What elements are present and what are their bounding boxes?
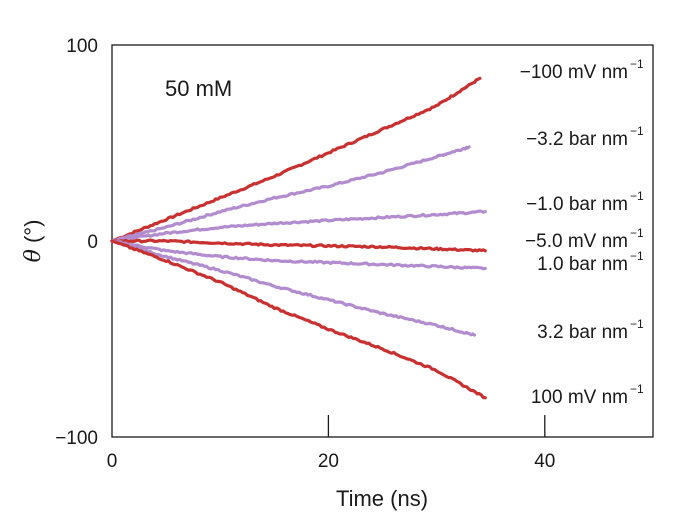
series-label-exponent: −1 (630, 382, 644, 396)
y-tick-label: 0 (87, 232, 98, 253)
series-line (110, 145, 471, 243)
series-label-exponent: −1 (630, 249, 644, 263)
y-axis-title-unit: (°) (20, 220, 45, 250)
series-label: −1.0 bar nm (526, 194, 628, 215)
series-label-exponent: −1 (630, 226, 644, 240)
series-label-exponent: −1 (630, 57, 644, 71)
series-line (110, 76, 482, 243)
y-axis-title-symbol: θ (21, 249, 46, 262)
y-tick-label: 100 (66, 36, 98, 57)
x-tick-label: 40 (534, 451, 555, 472)
series-label-exponent: −1 (630, 124, 644, 138)
series-labels: −100 mV nm −1−3.2 bar nm −1−1.0 bar nm −1−5… (520, 57, 644, 408)
series-lines (110, 76, 487, 400)
series-label-exponent: −1 (630, 317, 644, 331)
x-tick-label: 20 (318, 451, 339, 472)
series-line (110, 239, 477, 337)
series-label-text: 100 mV nm (531, 387, 628, 408)
series-label-text: −3.2 bar nm (526, 129, 628, 150)
series-label-exponent: −1 (630, 189, 644, 203)
x-axis-title: Time (ns) (336, 486, 428, 511)
x-tick-label: 0 (107, 451, 118, 472)
series-label-text: −100 mV nm (520, 62, 628, 83)
series-line (110, 209, 487, 243)
series-line (110, 239, 487, 271)
series-label-text: 3.2 bar nm (537, 322, 628, 343)
y-tick-label: −100 (55, 428, 98, 449)
series-line (110, 239, 487, 400)
axis-ticks: 0 20 40 100 0 −100 (55, 36, 555, 472)
series-label-text: 1.0 bar nm (537, 254, 628, 275)
series-line (110, 238, 487, 253)
series-label: 3.2 bar nm (537, 322, 628, 343)
series-label: −5.0 mV nm (525, 231, 628, 252)
series-label: −3.2 bar nm (526, 129, 628, 150)
y-axis-title: θ (°) (20, 220, 46, 263)
series-label-text: −1.0 bar nm (526, 194, 628, 215)
series-label: −100 mV nm (520, 62, 628, 83)
series-label-text: −5.0 mV nm (525, 231, 628, 252)
series-label: 1.0 bar nm (537, 254, 628, 275)
series-label: 100 mV nm (531, 387, 628, 408)
annotation-concentration: 50 mM (165, 76, 232, 101)
